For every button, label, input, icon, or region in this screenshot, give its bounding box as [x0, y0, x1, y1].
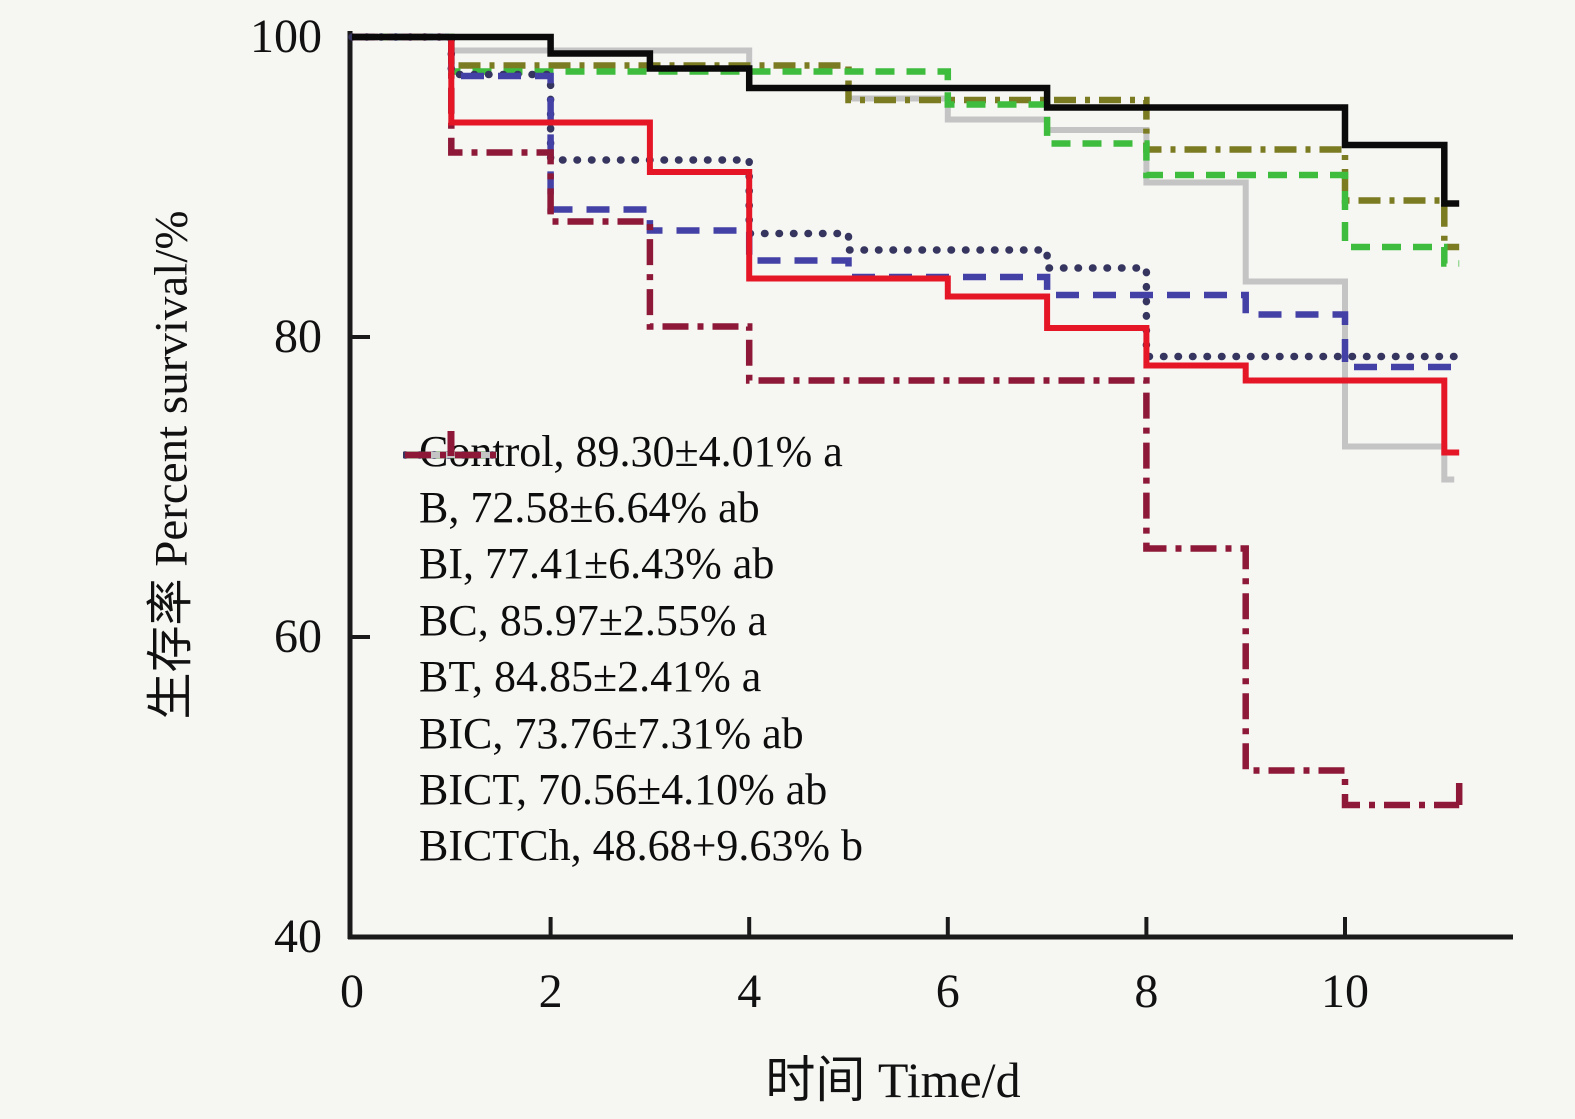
- x-tick-label-4: 4: [737, 965, 762, 1018]
- legend-item-bict: BICT, 70.56±4.10% ab: [403, 431, 863, 817]
- y-axis-title: 生存率 Percent survival/%: [145, 210, 198, 720]
- series-line-bictch: [352, 33, 1460, 809]
- series-line-control: [352, 33, 1460, 207]
- legend-item-bc: BC, 85.97±2.55% a: [403, 431, 863, 648]
- series-line-bi: [352, 33, 1455, 371]
- x-tick-label-0: 0: [340, 965, 364, 1018]
- legend-swatch-bictch-line: [405, 431, 497, 459]
- x-axis-title: 时间 Time/d: [765, 1052, 1021, 1108]
- legend-item-bt: BT, 84.85±2.41% a: [403, 431, 863, 705]
- x-tick-label-2: 2: [538, 965, 563, 1018]
- legend-label-bi: BI, 77.41±6.43% ab: [419, 539, 775, 589]
- legend-label-b: B, 72.58±6.64% ab: [419, 483, 760, 533]
- legend-item-bic: BIC, 73.76±7.31% ab: [403, 431, 863, 761]
- series-line-bt: [352, 33, 1460, 267]
- x-tick-label-6: 6: [935, 965, 960, 1018]
- legend-item-bi: BI, 77.41±6.43% ab: [403, 431, 863, 592]
- y-tick-label-100: 100: [250, 10, 322, 63]
- x-tick-label-10: 10: [1321, 965, 1369, 1018]
- y-tick-label-40: 40: [274, 910, 322, 963]
- chart-legend: Control, 89.30±4.01% a B, 72.58±6.64% ab B…: [403, 423, 863, 874]
- legend-label-bc: BC, 85.97±2.55% a: [419, 595, 768, 645]
- y-tick-label-60: 60: [274, 610, 322, 663]
- series-line-b: [352, 34, 1460, 456]
- series-line-bict: [352, 34, 1455, 483]
- y-tick-label-80: 80: [274, 310, 322, 363]
- legend-item-bictch: BICTCh, 48.68+9.63% b: [403, 431, 864, 874]
- x-tick-label-8: 8: [1134, 965, 1159, 1018]
- legend-item-b: B, 72.58±6.64% ab: [403, 431, 863, 535]
- legend-label-bic: BIC, 73.76±7.31% ab: [419, 708, 804, 758]
- legend-label-bict: BICT, 70.56±4.10% ab: [419, 765, 828, 815]
- legend-label-bt: BT, 84.85±2.41% a: [419, 652, 762, 702]
- legend-label-control: Control, 89.30±4.01% a: [419, 426, 843, 476]
- legend-label-bictch: BICTCh, 48.68+9.63% b: [419, 821, 864, 871]
